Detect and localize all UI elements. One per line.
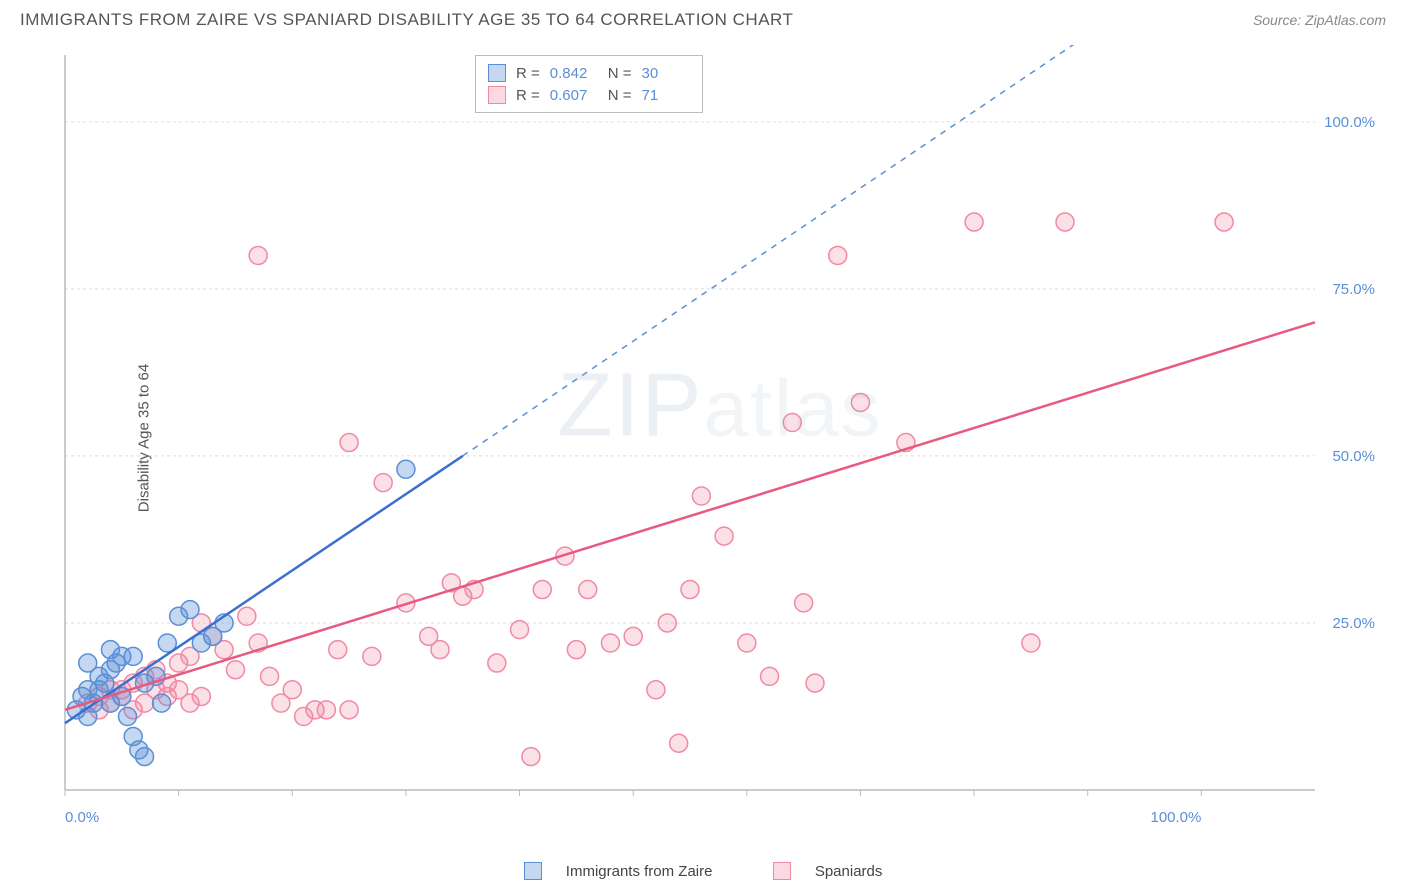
chart-area: Disability Age 35 to 64 25.0%50.0%75.0%1… (55, 45, 1385, 830)
legend-label-spaniards: Spaniards (815, 863, 883, 880)
legend-label-zaire: Immigrants from Zaire (566, 863, 713, 880)
n-label-2: N = (608, 87, 632, 104)
swatch-pink (488, 86, 506, 104)
svg-text:0.0%: 0.0% (65, 809, 99, 826)
legend-row-zaire: R = 0.842 N = 30 (488, 62, 690, 84)
r-value-spaniards: 0.607 (550, 87, 598, 104)
correlation-legend: R = 0.842 N = 30 R = 0.607 N = 71 (475, 55, 703, 113)
svg-text:50.0%: 50.0% (1332, 448, 1375, 465)
n-value-spaniards: 71 (642, 87, 690, 104)
chart-title: IMMIGRANTS FROM ZAIRE VS SPANIARD DISABI… (20, 10, 793, 30)
chart-header: IMMIGRANTS FROM ZAIRE VS SPANIARD DISABI… (0, 0, 1406, 35)
legend-item-zaire: Immigrants from Zaire (510, 862, 731, 879)
swatch-blue-icon (524, 862, 542, 880)
r-label-2: R = (516, 87, 540, 104)
n-value-zaire: 30 (642, 65, 690, 82)
swatch-pink-icon (773, 862, 791, 880)
legend-item-spaniards: Spaniards (759, 862, 897, 879)
r-value-zaire: 0.842 (550, 65, 598, 82)
legend-row-spaniards: R = 0.607 N = 71 (488, 84, 690, 106)
svg-text:100.0%: 100.0% (1150, 809, 1201, 826)
svg-text:75.0%: 75.0% (1332, 281, 1375, 298)
svg-text:25.0%: 25.0% (1332, 615, 1375, 632)
series-legend: Immigrants from Zaire Spaniards (0, 862, 1406, 880)
svg-text:100.0%: 100.0% (1324, 114, 1375, 131)
swatch-blue (488, 64, 506, 82)
source-attribution: Source: ZipAtlas.com (1253, 12, 1386, 28)
r-label: R = (516, 65, 540, 82)
scatter-plot: 25.0% 50.0% 75.0% 100.0% 0.0% 100.0% (55, 45, 1385, 830)
n-label: N = (608, 65, 632, 82)
